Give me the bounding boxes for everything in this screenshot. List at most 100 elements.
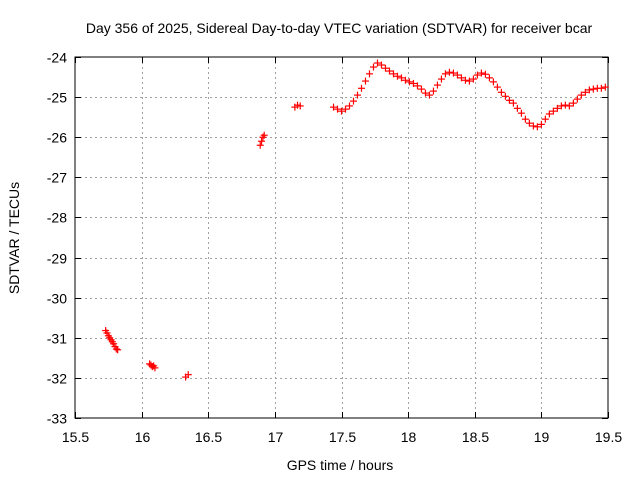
y-tick-labels: -24 -25 -26 -27 -28 -29 -30 -31 -32 -33 xyxy=(47,50,67,427)
data-point xyxy=(112,345,120,353)
data-point xyxy=(537,120,545,128)
data-point xyxy=(449,69,457,77)
data-point xyxy=(597,84,605,92)
data-point xyxy=(341,105,349,113)
data-point xyxy=(521,115,529,123)
data-point xyxy=(437,75,445,83)
data-point xyxy=(549,107,557,115)
data-point xyxy=(569,99,577,107)
data-point xyxy=(377,61,385,69)
data-point xyxy=(296,102,304,110)
data-point xyxy=(353,91,361,99)
data-point xyxy=(525,119,533,127)
x-tick-label: 17.5 xyxy=(329,429,356,445)
data-point xyxy=(573,95,581,103)
data-point xyxy=(581,88,589,96)
y-axis-label: SDTVAR / TECUs xyxy=(6,182,22,294)
data-point xyxy=(338,107,345,115)
data-point xyxy=(445,68,453,76)
data-point xyxy=(405,78,413,86)
data-point xyxy=(365,70,373,78)
data-point xyxy=(517,109,525,117)
data-point xyxy=(585,86,593,94)
data-point xyxy=(589,85,597,93)
data-point xyxy=(529,122,537,130)
data-point xyxy=(441,70,449,78)
data-point xyxy=(357,84,365,92)
data-point xyxy=(349,97,357,105)
data-point xyxy=(114,346,122,354)
x-tick-label: 18.5 xyxy=(462,429,489,445)
y-tick-label: -28 xyxy=(47,210,67,226)
axis-ticks xyxy=(75,57,609,419)
data-point xyxy=(485,74,493,82)
data-point xyxy=(561,101,569,109)
data-point xyxy=(497,88,505,96)
data-point xyxy=(345,102,353,110)
data-point xyxy=(453,71,461,79)
data-point xyxy=(541,115,549,123)
y-tick-label: -30 xyxy=(47,291,67,307)
data-point xyxy=(489,78,497,86)
data-point xyxy=(361,77,369,85)
y-tick-label: -31 xyxy=(47,331,67,347)
y-tick-label: -29 xyxy=(47,251,67,267)
data-point xyxy=(565,102,573,110)
data-point xyxy=(389,70,397,78)
data-point xyxy=(469,75,477,83)
data-point xyxy=(557,102,565,110)
data-point xyxy=(409,79,417,87)
data-point xyxy=(330,103,338,111)
data-point xyxy=(481,70,489,78)
data-point xyxy=(413,82,421,90)
data-point xyxy=(429,87,437,95)
x-tick-label: 16.5 xyxy=(195,429,222,445)
y-tick-label: -32 xyxy=(47,371,67,387)
x-tick-label: 18 xyxy=(401,429,417,445)
data-point xyxy=(334,105,342,113)
data-point xyxy=(457,74,465,82)
data-points xyxy=(102,59,609,381)
data-point xyxy=(477,69,485,77)
data-point xyxy=(465,77,473,85)
y-tick-label: -25 xyxy=(47,90,67,106)
y-tick-label: -33 xyxy=(47,411,67,427)
data-point xyxy=(151,364,159,372)
x-tick-labels: 15.5 16 16.5 17 17.5 18 18.5 19 19.5 xyxy=(62,429,622,445)
y-tick-label: -24 xyxy=(47,50,67,66)
data-point xyxy=(260,131,268,139)
x-axis-label: GPS time / hours xyxy=(287,457,394,473)
data-point xyxy=(393,72,401,80)
data-point xyxy=(401,76,409,84)
data-point xyxy=(461,76,469,84)
data-point xyxy=(553,104,561,112)
data-point xyxy=(184,371,192,379)
data-point xyxy=(425,91,433,99)
x-tick-label: 17 xyxy=(268,429,284,445)
y-tick-label: -27 xyxy=(47,170,67,186)
data-point xyxy=(258,137,266,145)
x-tick-label: 15.5 xyxy=(62,429,89,445)
data-point xyxy=(381,64,389,72)
data-point xyxy=(505,96,513,104)
data-point xyxy=(373,59,381,67)
data-point xyxy=(601,83,609,91)
data-point xyxy=(509,99,517,107)
data-point xyxy=(256,141,264,149)
data-point xyxy=(493,83,501,91)
data-point xyxy=(369,63,377,71)
data-point xyxy=(421,89,429,97)
data-point xyxy=(417,85,425,93)
data-point xyxy=(513,104,521,112)
data-point xyxy=(501,92,509,100)
x-tick-label: 16 xyxy=(135,429,151,445)
plot-frame xyxy=(74,56,609,419)
data-point xyxy=(545,110,553,118)
chart-title: Day 356 of 2025, Sidereal Day-to-day VTE… xyxy=(86,20,593,36)
data-point xyxy=(433,81,441,89)
data-point xyxy=(385,67,393,75)
x-tick-label: 19 xyxy=(534,429,550,445)
data-point xyxy=(577,91,585,99)
grid xyxy=(75,57,608,418)
